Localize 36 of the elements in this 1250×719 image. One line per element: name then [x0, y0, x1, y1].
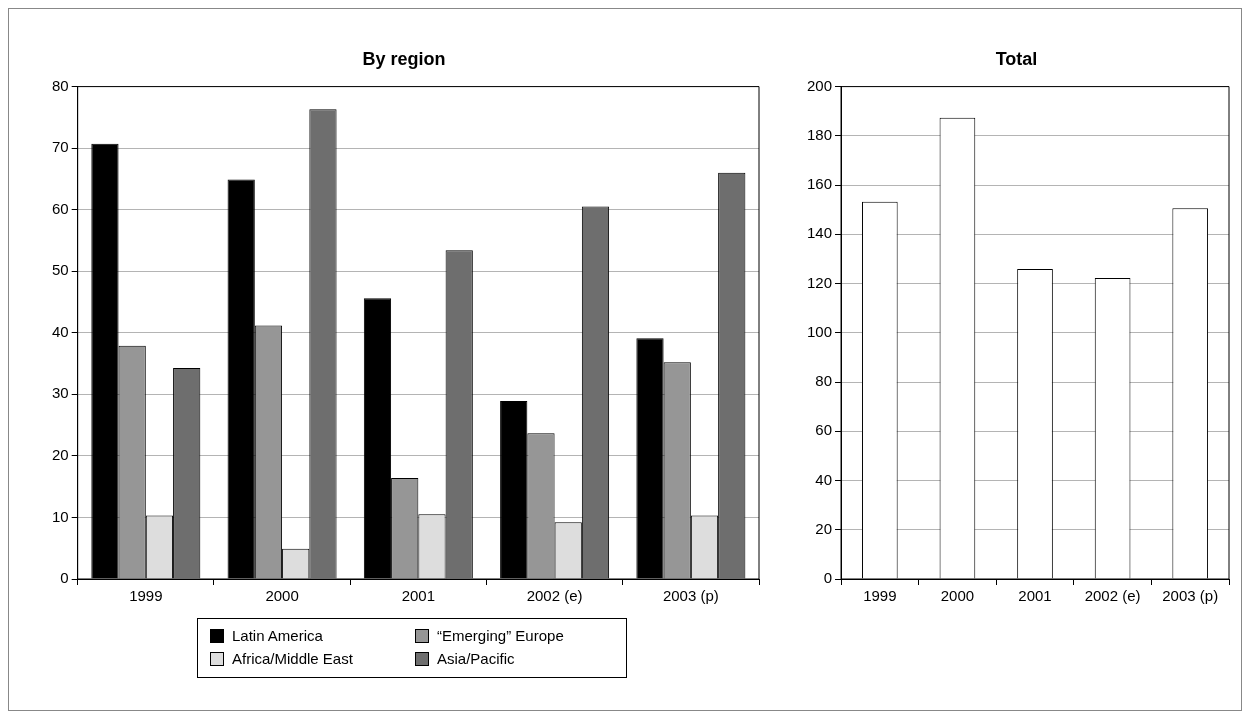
- y-tick-label: 200: [807, 76, 833, 94]
- y-tick-label: 60: [815, 421, 833, 439]
- x-tick-label: 2001: [1018, 587, 1052, 605]
- x-tick-label: 1999: [863, 587, 897, 605]
- legend-label: Latin America: [232, 627, 323, 644]
- y-tick-label: 70: [52, 138, 69, 156]
- y-tick-label: 140: [807, 224, 833, 242]
- chart-title: Total: [995, 48, 1038, 69]
- x-tick-label: 2003 (p): [1162, 587, 1219, 605]
- x-tick-label: 2002 (e): [526, 587, 583, 605]
- y-tick-label: 0: [60, 569, 69, 587]
- y-tick-label: 100: [807, 322, 833, 340]
- y-tick-label: 0: [823, 569, 833, 587]
- y-tick-label: 80: [52, 76, 69, 94]
- y-tick-label: 30: [52, 384, 69, 402]
- y-tick-label: 20: [52, 446, 69, 464]
- y-tick-label: 180: [807, 125, 833, 143]
- y-tick-label: 40: [815, 470, 833, 488]
- x-tick-label: 2003 (p): [662, 587, 719, 605]
- x-tick-label: 2002 (e): [1084, 587, 1141, 605]
- x-tick-label: 2000: [940, 587, 975, 605]
- legend-label: Africa/Middle East: [232, 650, 353, 667]
- y-tick-label: 160: [807, 175, 833, 193]
- legend-label: “Emerging” Europe: [437, 627, 564, 644]
- x-tick-label: 2001: [401, 587, 436, 605]
- y-tick-label: 120: [807, 273, 833, 291]
- x-tick-label: 2000: [265, 587, 299, 605]
- y-tick-label: 80: [815, 372, 833, 390]
- y-tick-label: 60: [52, 199, 69, 217]
- y-tick-label: 10: [52, 507, 69, 525]
- legend-label: Asia/Pacific: [437, 650, 515, 667]
- chart-title: By region: [362, 48, 446, 69]
- y-tick-label: 40: [52, 322, 69, 340]
- y-tick-label: 50: [52, 261, 69, 279]
- x-tick-label: 1999: [129, 587, 163, 605]
- y-tick-label: 20: [815, 519, 833, 537]
